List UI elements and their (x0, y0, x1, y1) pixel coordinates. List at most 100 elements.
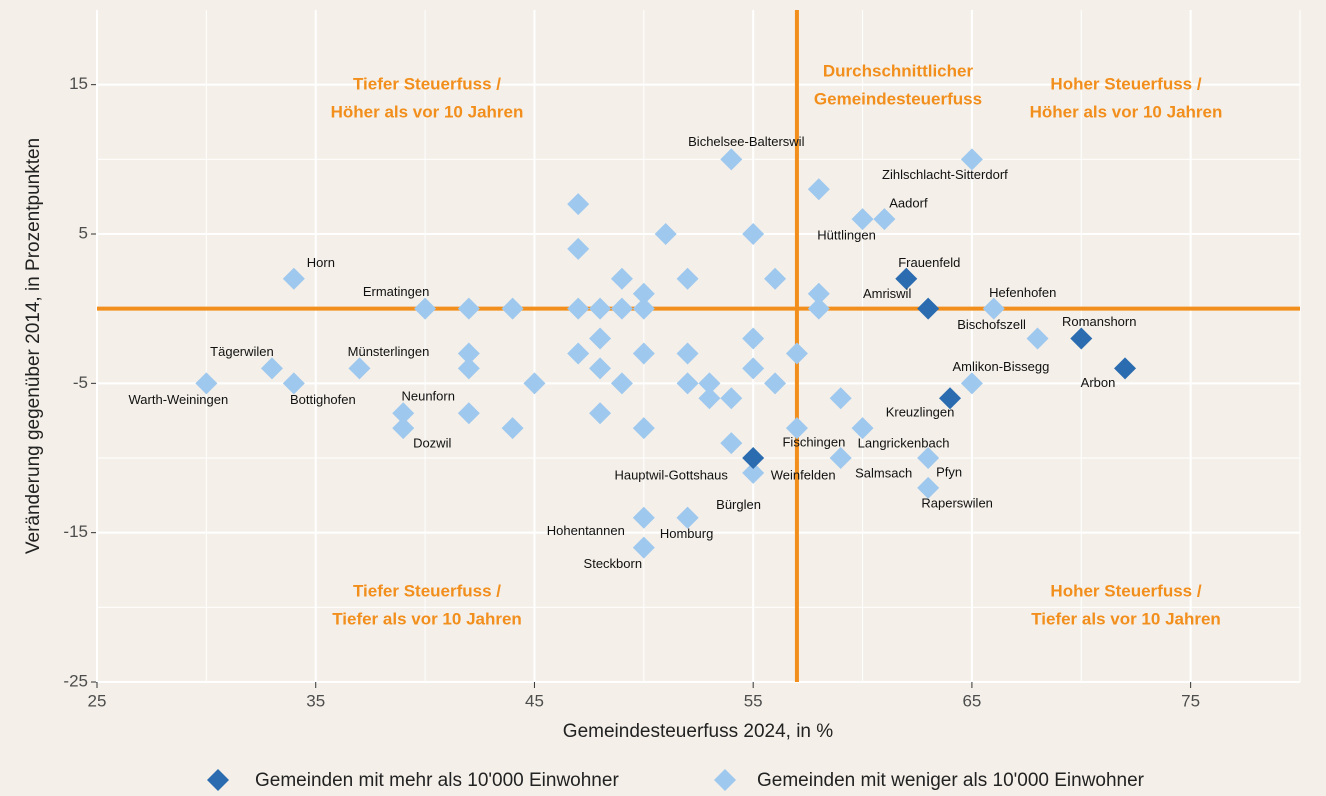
point-label: Homburg (660, 526, 713, 541)
legend-marker (714, 769, 736, 791)
legend-label: Gemeinden mit mehr als 10'000 Einwohner (255, 770, 619, 791)
annotation: Tiefer als vor 10 Jahren (332, 609, 522, 628)
point (742, 327, 765, 350)
point (851, 208, 874, 231)
y-tick-label: -5 (73, 373, 88, 392)
point (195, 372, 218, 395)
annotation: Tiefer als vor 10 Jahren (1031, 609, 1221, 628)
point (720, 387, 743, 410)
point (632, 536, 655, 559)
point (698, 387, 721, 410)
legend-marker (207, 769, 229, 791)
annotation: Gemeindesteuerfuss (814, 89, 982, 108)
point-label: Romanshorn (1062, 314, 1136, 329)
point (764, 372, 787, 395)
point (457, 402, 480, 425)
y-tick-label: 15 (69, 74, 88, 93)
point (632, 297, 655, 320)
annotation: Hoher Steuerfuss / (1050, 581, 1201, 600)
y-axis-title: Veränderung gegenüber 2014, in Prozentpu… (23, 138, 44, 554)
point-label: Ermatingen (363, 284, 429, 299)
plot-panel (97, 10, 1300, 682)
point (895, 267, 918, 290)
point (873, 208, 896, 231)
point-label: Bischofszell (957, 317, 1026, 332)
x-tick-label: 45 (525, 691, 544, 710)
point-label: Langrickenbach (858, 436, 950, 451)
point (742, 223, 765, 245)
point (807, 297, 830, 320)
point (917, 476, 940, 499)
point (807, 178, 830, 201)
x-axis-title: Gemeindesteuerfuss 2024, in % (563, 721, 833, 742)
point (742, 461, 765, 484)
point (523, 372, 546, 395)
point (1026, 327, 1049, 350)
point-label: Salmsach (855, 465, 912, 480)
point (282, 372, 305, 395)
point-label: Steckborn (584, 556, 643, 571)
point (698, 372, 721, 395)
point-label: Amlikon-Bissegg (952, 359, 1049, 374)
annotation: Durchschnittlicher (823, 61, 974, 80)
point (457, 342, 480, 365)
point (917, 297, 940, 320)
point (764, 267, 787, 290)
point (282, 267, 305, 290)
point (785, 417, 808, 440)
point (676, 372, 699, 395)
point (589, 357, 612, 380)
point (457, 357, 480, 380)
point (917, 447, 940, 469)
legend-label: Gemeinden mit weniger als 10'000 Einwohn… (757, 770, 1145, 791)
point-label: Hüttlingen (817, 228, 876, 243)
point (457, 297, 480, 320)
point (632, 417, 655, 440)
point (829, 387, 852, 410)
point-label: Frauenfeld (898, 255, 960, 270)
point (654, 223, 677, 245)
point (1070, 327, 1093, 350)
point-label: Aadorf (889, 196, 928, 211)
point-label: Bichelsee-Balterswil (688, 134, 804, 149)
point-label: Hohentannen (547, 523, 625, 538)
point-label: Neunforn (401, 389, 454, 404)
point-label: Pfyn (936, 464, 962, 479)
point (610, 267, 633, 290)
point (851, 417, 874, 440)
point (567, 193, 590, 216)
x-tick-label: 25 (88, 691, 107, 710)
point (720, 148, 743, 171)
point-label: Kreuzlingen (886, 405, 955, 420)
point (392, 402, 415, 425)
point (960, 148, 983, 171)
point (567, 237, 590, 260)
y-tick-label: 5 (79, 223, 88, 242)
point (742, 357, 765, 380)
x-tick-label: 65 (962, 691, 981, 710)
point-label: Münsterlingen (348, 344, 430, 359)
annotation: Höher als vor 10 Jahren (331, 102, 524, 121)
point-label: Zihlschlacht-Sitterdorf (882, 167, 1008, 182)
point (632, 282, 655, 305)
point (589, 327, 612, 350)
point (589, 402, 612, 425)
point (720, 432, 743, 455)
point (610, 372, 633, 395)
point (392, 417, 415, 440)
point (676, 506, 699, 529)
point-label: Bürglen (716, 497, 761, 512)
point (676, 342, 699, 365)
point (785, 342, 808, 365)
point-label: Raperswilen (921, 495, 993, 510)
annotation: Tiefer Steuerfuss / (353, 74, 501, 93)
annotation: Höher als vor 10 Jahren (1030, 102, 1223, 121)
point (567, 342, 590, 365)
point (610, 297, 633, 320)
point (501, 417, 524, 440)
point (501, 297, 524, 320)
point-label: Fischingen (782, 435, 845, 450)
point-label: Warth-Weiningen (129, 392, 229, 407)
point (414, 297, 437, 320)
point-label: Hefenhofen (989, 285, 1056, 300)
